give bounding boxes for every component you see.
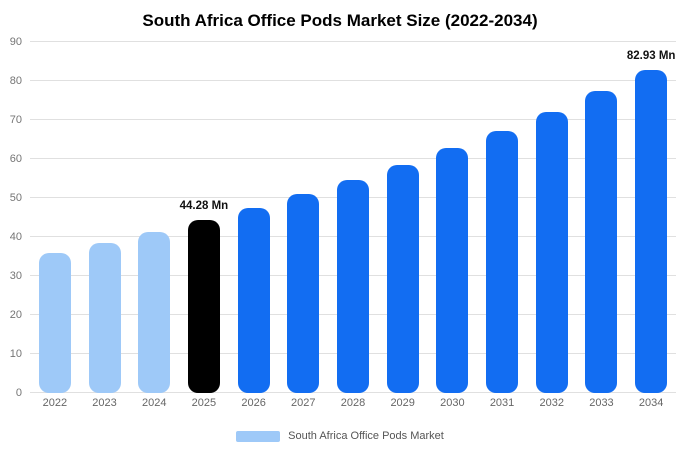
y-tick-label: 50 [9, 192, 22, 204]
bar-2028[interactable] [337, 180, 369, 393]
x-tick-label: 2029 [390, 397, 415, 409]
bar-2025[interactable] [187, 220, 220, 393]
bar-2033[interactable] [585, 91, 618, 393]
x-tick-label: 2034 [638, 397, 664, 409]
x-tick-label: 2023 [92, 397, 117, 409]
x-tick-label: 2031 [489, 397, 515, 409]
x-tick-label: 2022 [42, 397, 68, 409]
bar-2023[interactable] [88, 242, 121, 393]
y-tick-label: 90 [9, 36, 22, 48]
y-tick-label: 30 [9, 270, 22, 282]
x-axis: 2022 2023 2024 2025 2026 2027 2028 2029 2030 2031… [30, 397, 676, 413]
y-tick-label: 60 [9, 153, 22, 165]
y-tick-label: 40 [9, 231, 22, 243]
gridline [30, 41, 676, 42]
legend[interactable]: South Africa Office Pods Market [0, 430, 680, 442]
x-tick-label: 2032 [539, 397, 564, 409]
bar-2029[interactable] [386, 164, 419, 393]
x-tick-label: 2026 [241, 397, 266, 409]
plot-area: 44.28 Mn 82.93 Mn [30, 41, 676, 393]
bar-2032[interactable] [535, 111, 568, 393]
gridline [30, 80, 676, 81]
bar-2027[interactable] [287, 194, 320, 393]
x-tick-label: 2027 [291, 397, 316, 409]
legend-swatch [236, 430, 281, 442]
x-tick-label: 2024 [141, 397, 167, 409]
gridline [30, 119, 676, 120]
bar-2034[interactable] [635, 69, 668, 393]
y-tick-label: 10 [9, 348, 22, 360]
y-tick-label: 80 [9, 75, 22, 87]
bar-2022[interactable] [38, 252, 71, 393]
bar-2031[interactable] [486, 130, 519, 393]
x-tick-label: 2028 [340, 397, 366, 409]
x-tick-label: 2033 [589, 397, 614, 409]
bar-2030[interactable] [436, 148, 469, 393]
chart-title: South Africa Office Pods Market Size (20… [142, 11, 538, 30]
y-tick-label: 0 [15, 387, 22, 399]
bar-2024[interactable] [138, 231, 171, 393]
gridline [30, 158, 676, 159]
data-label: 44.28 Mn [179, 200, 229, 213]
bar-2026[interactable] [237, 207, 270, 393]
y-tick-label: 70 [9, 114, 22, 126]
x-tick-label: 2030 [440, 397, 465, 409]
data-label: 82.93 Mn [626, 49, 676, 62]
y-tick-label: 20 [9, 309, 22, 321]
y-axis: 0 10 20 30 40 50 60 70 80 90 [0, 36, 26, 399]
legend-label: South Africa Office Pods Market [288, 430, 444, 442]
x-tick-label: 2025 [191, 397, 217, 409]
